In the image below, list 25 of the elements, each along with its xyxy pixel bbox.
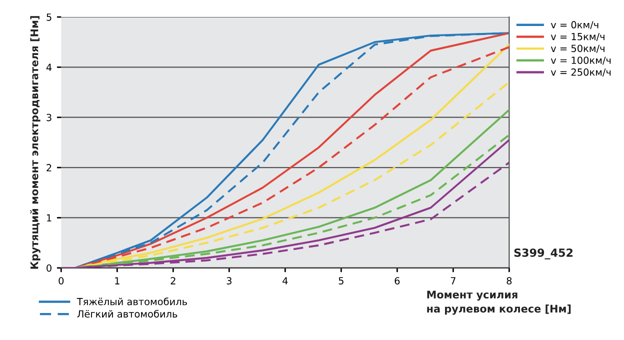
legend-label: v = 15км/ч xyxy=(550,33,604,42)
x-axis-title: Момент усилия на рулевом колесе [Нм] xyxy=(427,290,571,315)
x-tick-label: 0 xyxy=(58,277,64,284)
y-tick-label: 2 xyxy=(46,164,52,172)
y-tick-label: 0 xyxy=(46,264,52,272)
legend-label: v = 0км/ч xyxy=(550,21,598,30)
y-tick-label: 3 xyxy=(46,114,52,122)
x-tick-label: 1 xyxy=(115,277,120,284)
text: S399_452 xyxy=(514,248,573,260)
x-tick-label: 8 xyxy=(506,277,512,284)
y-tick-label: 4 xyxy=(46,64,52,71)
y-axis-title: Крутящий момент электродвигателя [Нм] xyxy=(30,16,40,269)
y-tick-label: 5 xyxy=(46,14,52,21)
x-tick-label: 7 xyxy=(450,277,456,284)
text: Лёгкий автомобиль xyxy=(77,310,178,318)
x-tick-label: 6 xyxy=(394,277,400,284)
legend-label: v = 100км/ч xyxy=(550,56,611,65)
legend-label: v = 50км/ч xyxy=(550,44,604,53)
x-tick-label: 4 xyxy=(282,277,288,284)
y-tick-label: 1 xyxy=(47,214,52,222)
x-tick-label: 3 xyxy=(226,277,232,284)
x-tick-label: 2 xyxy=(170,277,176,284)
x-tick-label: 5 xyxy=(338,277,344,284)
text: Тяжёлый автомобиль xyxy=(76,298,187,306)
legend-label: v = 250км/ч xyxy=(550,68,611,77)
